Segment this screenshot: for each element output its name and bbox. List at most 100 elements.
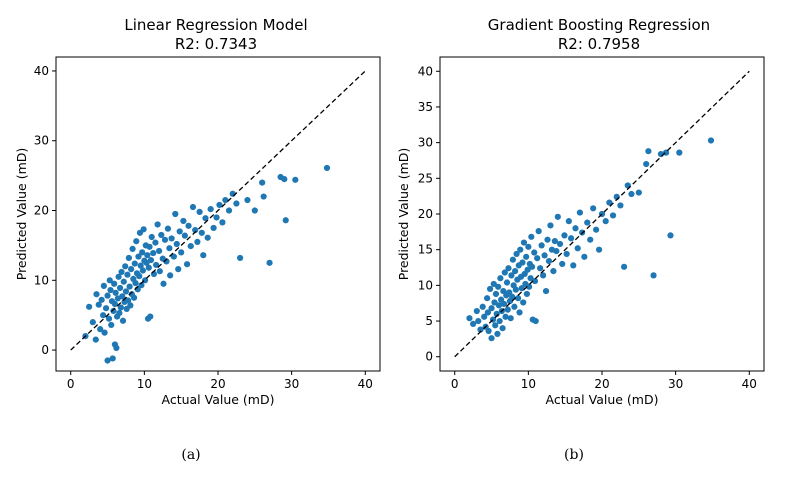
data-point <box>556 240 564 248</box>
x-tick-label: 0 <box>451 377 459 391</box>
data-point <box>576 209 584 216</box>
data-point <box>143 259 150 266</box>
y-tick-label: 30 <box>418 136 433 150</box>
data-point <box>479 303 486 310</box>
data-point <box>539 272 547 279</box>
data-point <box>650 272 657 279</box>
data-point <box>136 273 143 280</box>
data-point <box>516 309 523 316</box>
data-point <box>175 266 182 273</box>
data-point <box>553 248 560 255</box>
data-point <box>167 272 174 279</box>
data-point <box>563 250 570 258</box>
data-point <box>477 326 484 333</box>
data-point <box>565 218 572 225</box>
data-point <box>126 283 133 290</box>
tick-group: 0 10 20 30 40 0 5 10 15 20 25 30 35 40 <box>418 64 757 391</box>
data-point <box>133 238 140 245</box>
data-point <box>139 267 146 274</box>
data-point <box>606 199 613 206</box>
data-point <box>511 303 518 310</box>
data-point <box>518 285 525 292</box>
data-point <box>163 258 170 265</box>
data-point <box>595 246 603 253</box>
data-point <box>107 286 114 294</box>
data-point <box>164 225 172 232</box>
data-point <box>266 259 273 266</box>
data-point <box>620 263 628 270</box>
data-point <box>92 336 99 343</box>
data-point <box>194 238 201 246</box>
data-point <box>110 307 117 315</box>
data-point <box>281 176 288 183</box>
data-point <box>236 254 244 262</box>
data-point <box>494 330 501 337</box>
y-tick-label: 30 <box>34 134 49 148</box>
data-point <box>488 335 495 342</box>
data-point <box>645 148 652 155</box>
data-point <box>547 222 554 229</box>
data-point <box>180 217 187 225</box>
data-point <box>676 149 683 156</box>
data-point <box>200 252 207 259</box>
y-tick-label: 10 <box>34 273 49 287</box>
data-point <box>219 219 226 226</box>
data-point <box>534 255 541 262</box>
data-point <box>158 231 165 239</box>
data-point <box>128 266 135 273</box>
data-point <box>113 344 120 352</box>
y-tick-label: 40 <box>418 64 433 78</box>
data-point <box>225 207 233 214</box>
chart-title: Linear Regression Model <box>124 16 307 34</box>
x-tick-label: 40 <box>358 377 373 391</box>
x-axis-label: Actual Value (mD) <box>546 392 659 407</box>
data-point <box>216 201 223 209</box>
data-point <box>520 299 527 306</box>
data-point <box>537 265 544 272</box>
data-point <box>551 238 558 245</box>
data-point <box>491 299 498 306</box>
data-point <box>89 319 96 326</box>
data-point <box>111 300 119 308</box>
data-point <box>499 325 506 332</box>
data-point <box>173 240 180 248</box>
plot-frame <box>439 56 765 372</box>
data-point <box>609 212 617 219</box>
data-point <box>222 196 229 204</box>
data-point <box>119 317 127 324</box>
data-point <box>101 329 108 336</box>
data-point <box>502 313 509 320</box>
y-tick-label: 0 <box>41 343 49 357</box>
data-point <box>512 286 519 293</box>
data-point <box>178 249 185 256</box>
data-point <box>202 215 209 222</box>
data-point <box>488 305 495 312</box>
y-tick-label: 0 <box>425 350 433 364</box>
data-point <box>183 261 191 268</box>
data-point <box>192 226 199 234</box>
data-point <box>204 234 211 241</box>
data-point <box>292 176 299 183</box>
data-point <box>147 313 154 320</box>
data-point <box>520 239 528 246</box>
data-point <box>127 302 134 309</box>
data-point <box>496 317 503 325</box>
data-point <box>104 357 111 364</box>
data-point <box>170 253 177 260</box>
data-point <box>509 256 516 263</box>
data-point <box>244 196 251 204</box>
data-point <box>150 249 157 257</box>
data-point <box>470 320 477 327</box>
data-point <box>525 243 532 250</box>
data-point <box>98 296 105 303</box>
data-point <box>130 294 138 301</box>
panel-caption: (a) <box>181 447 200 463</box>
data-point <box>161 236 169 243</box>
data-point <box>116 309 123 317</box>
data-point <box>259 179 266 186</box>
data-point <box>155 247 163 255</box>
data-point <box>526 283 533 290</box>
data-point <box>323 164 331 172</box>
point-group <box>454 70 750 358</box>
y-tick-label: 5 <box>425 314 433 328</box>
